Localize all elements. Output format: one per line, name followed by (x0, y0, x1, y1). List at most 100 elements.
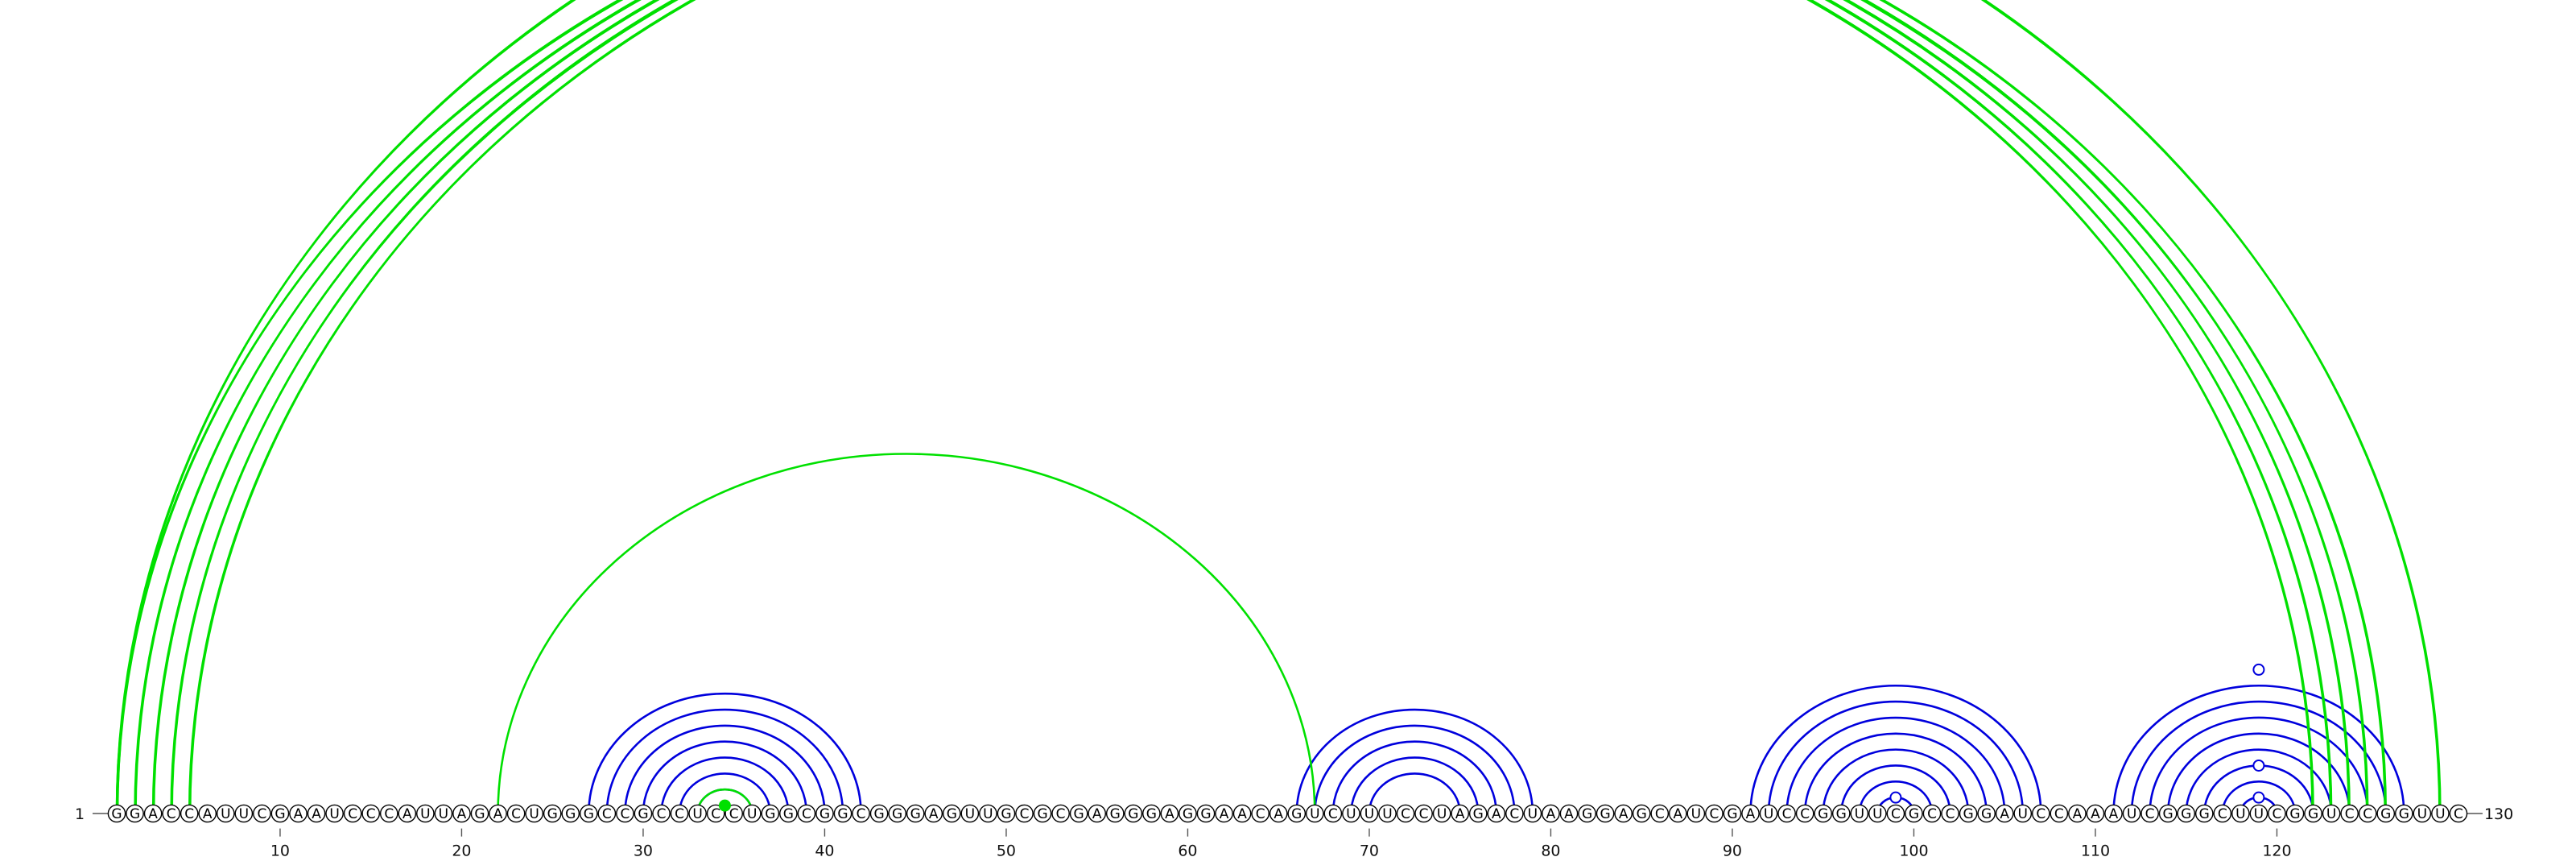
nucleotide-letter: C (802, 806, 811, 822)
nucleotide-letter: U (2235, 806, 2245, 822)
nucleotide-circle (2068, 804, 2087, 823)
nucleotide-circle (1323, 804, 1343, 823)
axis-tick-label: 50 (997, 843, 1016, 857)
nucleotide-circle (634, 804, 653, 823)
nucleotide-circle (1432, 804, 1451, 823)
arc-30-39 (642, 740, 808, 814)
nucleotide-circle (2449, 804, 2468, 823)
arc-69-76 (1350, 756, 1480, 814)
nucleotide-letter: U (420, 806, 430, 822)
nucleotide-letter: G (1110, 806, 1121, 822)
nucleotide-letter: U (221, 806, 230, 822)
nucleotide-circle (2140, 804, 2159, 823)
nucleotide-letter: A (1274, 806, 1283, 822)
nucleotide-circle (616, 804, 634, 823)
nucleotide-letter: U (2435, 806, 2445, 822)
nucleotide-letter: G (1582, 806, 1592, 822)
arc-70-75 (1368, 772, 1461, 814)
nucleotide-circle (107, 804, 126, 823)
arc-111-127 (2112, 685, 2405, 814)
nucleotide-letter: A (2073, 806, 2083, 822)
nucleotide-circle (1995, 804, 2014, 823)
nucleotide-letter: U (329, 806, 339, 822)
nucleotide-letter: G (765, 806, 775, 822)
nucleotide-circle (1505, 804, 1524, 823)
nucleotide-circle (2304, 804, 2322, 823)
nucleotide-letter: A (1220, 806, 1229, 822)
nucleotide-letter: G (1473, 806, 1484, 822)
nucleotide-letter: G (1200, 806, 1211, 822)
nucleotide-circle (1487, 804, 1506, 823)
nucleotide-circle (361, 804, 381, 823)
nucleotide-circle (1232, 804, 1252, 823)
nucleotide-letter: C (2036, 806, 2046, 822)
nucleotide-circle (126, 804, 144, 823)
arc-95-103 (1822, 748, 1970, 814)
nucleotide-letter: A (493, 806, 503, 822)
nucleotide-circle (1977, 804, 1996, 823)
nucleotide-circle (2249, 804, 2268, 823)
nucleotide-letter: G (638, 806, 648, 822)
axis-tick-label: 120 (2262, 843, 2291, 857)
nucleotide-letter: A (2000, 806, 2009, 822)
nucleotide-letter: C (1891, 806, 1901, 822)
start-label: 1 (75, 805, 85, 823)
nucleotide-circle (325, 804, 344, 823)
nucleotide-circle (652, 804, 671, 823)
nucleotide-circle (2013, 804, 2033, 823)
nucleotide-circle (1614, 804, 1633, 823)
nucleotide-letter: G (1146, 806, 1157, 822)
nucleotide-letter: A (2091, 806, 2100, 822)
nucleotide-circle (1088, 804, 1106, 823)
arc-29-40 (624, 724, 826, 814)
nucleotide-circle (270, 804, 290, 823)
nucleotide-circle (2050, 804, 2069, 823)
nucleotide-letter: G (1818, 806, 1828, 822)
nucleotide-circle (543, 804, 562, 823)
nucleotide-circle (1179, 804, 1197, 823)
nucleotide-circle (470, 804, 489, 823)
nucleotide-circle (2285, 804, 2305, 823)
nucleotide-circle (1069, 804, 1088, 823)
nucleotide-circle (724, 804, 744, 823)
nucleotide-circle (525, 804, 543, 823)
nucleotide-letter: A (1165, 806, 1174, 822)
nucleotide-circle (1269, 804, 1288, 823)
axis-tick-label: 80 (1541, 843, 1560, 857)
hairpin-marker (2252, 759, 2265, 772)
nucleotide-circle (1814, 804, 1832, 823)
nucleotide-letter: C (620, 806, 630, 822)
nucleotide-circle (2413, 804, 2432, 823)
nucleotide-circle (1360, 804, 1379, 823)
nucleotide-circle (2122, 804, 2141, 823)
nucleotide-letter: A (203, 806, 213, 822)
nucleotide-circle (761, 804, 780, 823)
nucleotide-circle (1378, 804, 1397, 823)
nucleotide-letter: G (1727, 806, 1737, 822)
hairpin-marker (1889, 791, 1902, 804)
nucleotide-circle (1559, 804, 1579, 823)
nucleotide-letter: C (1328, 806, 1338, 822)
nucleotide-circle (2231, 804, 2250, 823)
nucleotide-letter: G (1037, 806, 1047, 822)
axis-tick-label: 20 (452, 843, 471, 857)
nucleotide-letter: A (1673, 806, 1682, 822)
arc-1-122 (116, 0, 2314, 814)
nucleotide-letter: U (1364, 806, 1374, 822)
nucleotide-circle (2322, 804, 2341, 823)
nucleotide-letter: A (1564, 806, 1574, 822)
nucleotide-letter: G (2308, 806, 2318, 822)
nucleotide-letter: C (857, 806, 866, 822)
nucleotide-letter: U (2254, 806, 2264, 822)
nucleotide-circle (162, 804, 180, 823)
nucleotide-circle (1523, 804, 1542, 823)
nucleotide-letter: U (1528, 806, 1538, 822)
arc-32-37 (678, 772, 772, 814)
nucleotide-letter: G (874, 806, 885, 822)
nucleotide-circle (1959, 804, 1978, 823)
arc-94-104 (1803, 732, 1988, 814)
nucleotide-letter: A (2109, 806, 2119, 822)
nucleotide-letter: U (1872, 806, 1882, 822)
nucleotide-circle (2031, 804, 2050, 823)
nucleotide-circle (506, 804, 526, 823)
